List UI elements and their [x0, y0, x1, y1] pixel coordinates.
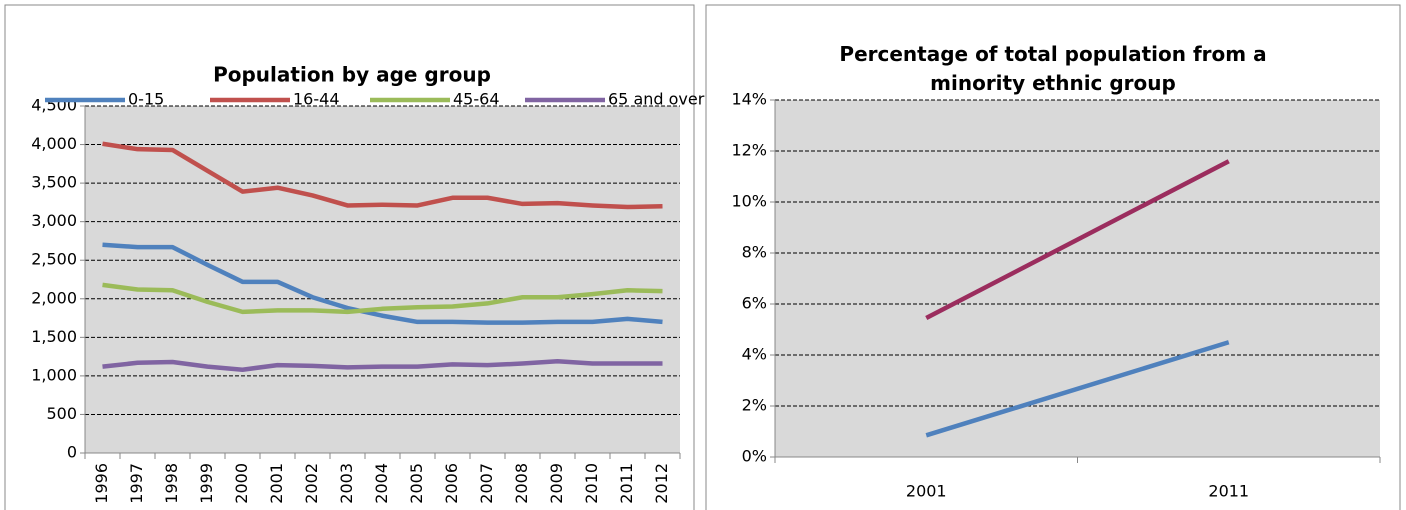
legend-label: 0-15: [128, 90, 164, 109]
x-tick-label: 1999: [197, 463, 216, 504]
y-tick-label: 12%: [731, 141, 767, 160]
plot-area: [775, 100, 1380, 457]
y-tick-label: 1,500: [31, 327, 77, 346]
y-tick-label: 6%: [742, 294, 767, 313]
x-tick-label: 2007: [477, 463, 496, 504]
series-line: [925, 340, 1230, 438]
y-tick-label: 2%: [742, 396, 767, 415]
series-line: [102, 358, 663, 372]
y-tick-label: 14%: [731, 90, 767, 109]
legend-label: 16-44: [293, 90, 340, 109]
y-tick-label: 2,000: [31, 288, 77, 307]
x-tick-label: 2002: [302, 463, 321, 504]
x-tick-label: 2011: [1208, 482, 1249, 501]
y-tick-label: 4%: [742, 345, 767, 364]
legend-label: 65 and over: [608, 90, 705, 109]
y-tick-label: 3,500: [31, 173, 77, 192]
x-tick-label: 2003: [337, 463, 356, 504]
y-tick-label: 500: [46, 404, 77, 423]
x-tick-label: 1998: [162, 463, 181, 504]
x-tick-label: 2010: [582, 463, 601, 504]
chart-title: Population by age group: [213, 63, 491, 87]
x-tick-label: 2000: [232, 463, 251, 504]
y-tick-label: 0: [67, 443, 77, 462]
series-line: [102, 242, 663, 325]
y-tick-label: 0%: [742, 447, 767, 466]
x-tick-label: 1997: [127, 463, 146, 504]
y-tick-label: 2,500: [31, 250, 77, 269]
x-tick-label: 2001: [906, 482, 947, 501]
series-line: [102, 141, 663, 210]
x-tick-label: 2008: [512, 463, 531, 504]
x-tick-label: 2009: [547, 463, 566, 504]
y-tick-label: 4,000: [31, 134, 77, 153]
plot-area: [85, 106, 680, 453]
series-line: [102, 282, 663, 315]
x-tick-label: 2004: [372, 463, 391, 504]
x-tick-label: 2011: [617, 463, 636, 504]
legend-label: 45-64: [453, 90, 500, 109]
y-tick-label: 10%: [731, 192, 767, 211]
x-tick-label: 1996: [92, 463, 111, 504]
x-tick-label: 2001: [267, 463, 286, 504]
y-tick-label: 3,000: [31, 211, 77, 230]
chart-title: Percentage of total population from a mi…: [839, 42, 1267, 95]
x-tick-label: 2012: [652, 463, 671, 504]
y-tick-label: 1,000: [31, 365, 77, 384]
x-tick-label: 2005: [407, 463, 426, 504]
series-line: [925, 159, 1230, 321]
y-tick-label: 8%: [742, 243, 767, 262]
x-tick-label: 2006: [442, 463, 461, 504]
